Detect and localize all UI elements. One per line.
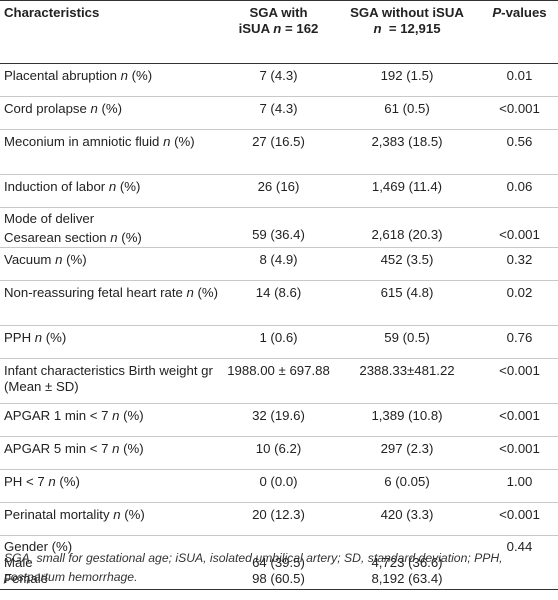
cell-without: 6 (0.05) bbox=[333, 469, 481, 503]
cell-p: <0.001 bbox=[481, 207, 558, 248]
cell-with: 10 (6.2) bbox=[224, 436, 333, 470]
cell-with: 14 (8.6) bbox=[224, 280, 333, 326]
header-sga-without-isua: SGA without iSUA n = 12,915 bbox=[333, 0, 481, 64]
row-label: PH < 7 n (%) bbox=[0, 469, 224, 503]
row-label: Gender (%) Male Female bbox=[0, 535, 224, 590]
table-row: PPH n (%) 1 (0.6) 59 (0.5) 0.76 bbox=[0, 325, 558, 359]
header-row: Characteristics SGA with iSUA n = 162 SG… bbox=[0, 0, 558, 64]
table-row: Perinatal mortality n (%) 20 (12.3) 420 … bbox=[0, 502, 558, 536]
cell-p: 0.56 bbox=[481, 129, 558, 175]
row-label: Vacuum n (%) bbox=[0, 247, 224, 281]
table-row: APGAR 1 min < 7 n (%) 32 (19.6) 1,389 (1… bbox=[0, 403, 558, 437]
cell-with: 0 (0.0) bbox=[224, 469, 333, 503]
cell-p: 0.44 bbox=[481, 535, 558, 590]
cell-p: 0.01 bbox=[481, 63, 558, 97]
cell-p: <0.001 bbox=[481, 436, 558, 470]
cell-without: 2388.33±481.22 bbox=[333, 358, 481, 404]
row-label: Meconium in amniotic fluid n (%) bbox=[0, 129, 224, 175]
cell-without: 59 (0.5) bbox=[333, 325, 481, 359]
row-label: Infant characteristics Birth weight gr (… bbox=[0, 358, 224, 404]
cell-without: 1,469 (11.4) bbox=[333, 174, 481, 208]
table-row: Placental abruption n (%) 7 (4.3) 192 (1… bbox=[0, 63, 558, 97]
cell-with: 7 (4.3) bbox=[224, 63, 333, 97]
cell-with: 32 (19.6) bbox=[224, 403, 333, 437]
table-footnote: SGA, small for gestational age; iSUA, is… bbox=[4, 551, 503, 584]
row-label: APGAR 1 min < 7 n (%) bbox=[0, 403, 224, 437]
cell-with: 27 (16.5) bbox=[224, 129, 333, 175]
cell-p: 0.76 bbox=[481, 325, 558, 359]
row-label: Perinatal mortality n (%) bbox=[0, 502, 224, 536]
cell-p: <0.001 bbox=[481, 358, 558, 404]
cell-with: 59 (36.4) bbox=[224, 207, 333, 248]
cell-p: 0.06 bbox=[481, 174, 558, 208]
row-label: Mode of deliver Cesarean section n (%) bbox=[0, 207, 224, 248]
row-label: APGAR 5 min < 7 n (%) bbox=[0, 436, 224, 470]
cell-without: 4,723 (36.6) 8,192 (63.4) bbox=[333, 535, 481, 590]
table-row: Meconium in amniotic fluid n (%) 27 (16.… bbox=[0, 129, 558, 175]
cell-p: <0.001 bbox=[481, 96, 558, 130]
cell-without: 1,389 (10.8) bbox=[333, 403, 481, 437]
cell-p: <0.001 bbox=[481, 403, 558, 437]
header-sga-with-isua: SGA with iSUA n = 162 bbox=[224, 0, 333, 64]
cell-without: 2,383 (18.5) bbox=[333, 129, 481, 175]
cell-with: 1 (0.6) bbox=[224, 325, 333, 359]
table-row: Non-reassuring fetal heart rate n (%) 14… bbox=[0, 280, 558, 326]
cell-without: 452 (3.5) bbox=[333, 247, 481, 281]
cell-without: 615 (4.8) bbox=[333, 280, 481, 326]
table-row: Gender (%) Male Female 64 (39.5) 98 (60.5) … bbox=[0, 535, 558, 590]
cell-with: 7 (4.3) bbox=[224, 96, 333, 130]
row-label: Non-reassuring fetal heart rate n (%) bbox=[0, 280, 224, 326]
header-p-values: P-values bbox=[481, 0, 558, 64]
cell-p: <0.001 bbox=[481, 502, 558, 536]
table-row: PH < 7 n (%) 0 (0.0) 6 (0.05) 1.00 bbox=[0, 469, 558, 503]
table-row: Induction of labor n (%) 26 (16) 1,469 (… bbox=[0, 174, 558, 208]
cell-with: 20 (12.3) bbox=[224, 502, 333, 536]
cell-with: 26 (16) bbox=[224, 174, 333, 208]
table-row: APGAR 5 min < 7 n (%) 10 (6.2) 297 (2.3)… bbox=[0, 436, 558, 470]
cell-with: 1988.00 ± 697.88 bbox=[224, 358, 333, 404]
cell-p: 1.00 bbox=[481, 469, 558, 503]
cell-without: 2,618 (20.3) bbox=[333, 207, 481, 248]
row-label: Induction of labor n (%) bbox=[0, 174, 224, 208]
row-label: Cord prolapse n (%) bbox=[0, 96, 224, 130]
cell-p: 0.32 bbox=[481, 247, 558, 281]
cell-without: 61 (0.5) bbox=[333, 96, 481, 130]
cell-with: 64 (39.5) 98 (60.5) bbox=[224, 535, 333, 590]
cell-without: 297 (2.3) bbox=[333, 436, 481, 470]
table-row: Vacuum n (%) 8 (4.9) 452 (3.5) 0.32 bbox=[0, 247, 558, 281]
header-characteristics: Characteristics bbox=[0, 0, 224, 64]
cell-p: 0.02 bbox=[481, 280, 558, 326]
table-row: Cord prolapse n (%) 7 (4.3) 61 (0.5) <0.… bbox=[0, 96, 558, 130]
row-label: Placental abruption n (%) bbox=[0, 63, 224, 97]
cell-with: 8 (4.9) bbox=[224, 247, 333, 281]
row-label: PPH n (%) bbox=[0, 325, 224, 359]
table-row: Infant characteristics Birth weight gr (… bbox=[0, 358, 558, 404]
cell-without: 192 (1.5) bbox=[333, 63, 481, 97]
cell-without: 420 (3.3) bbox=[333, 502, 481, 536]
table-row: Mode of deliver Cesarean section n (%) 59… bbox=[0, 207, 558, 248]
